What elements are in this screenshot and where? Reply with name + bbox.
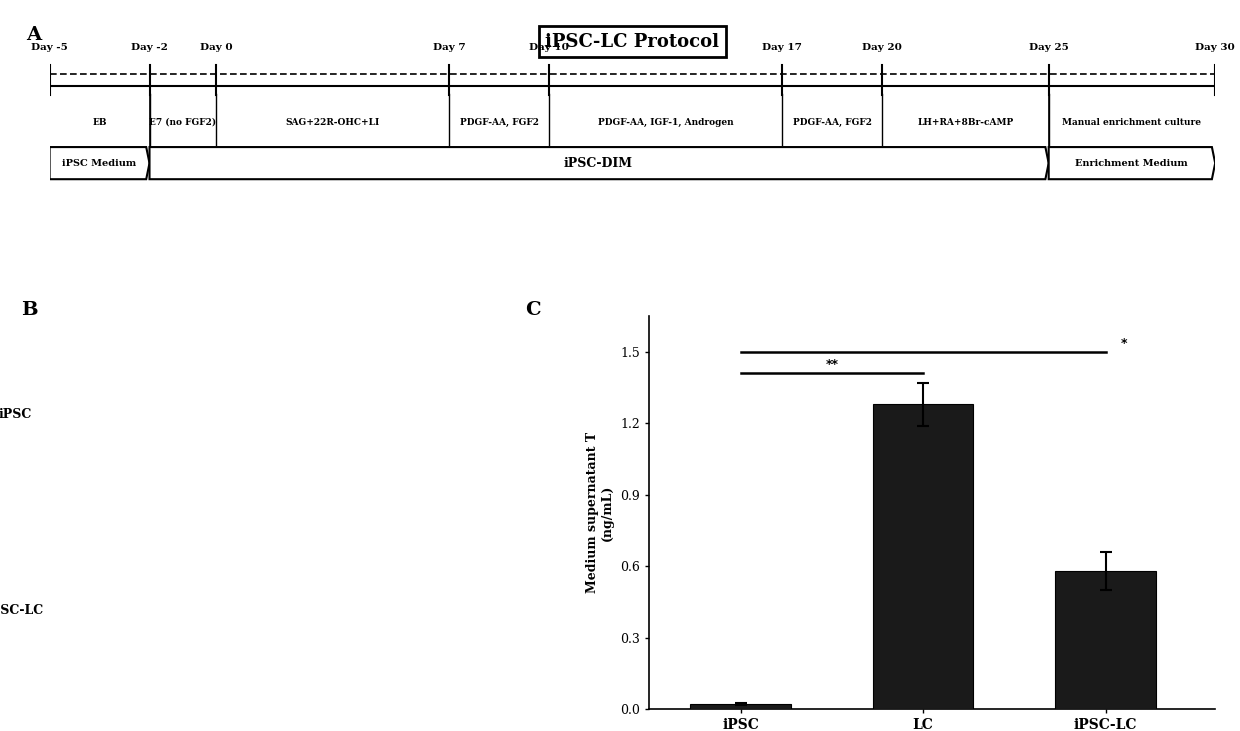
Text: iPSC-LC Protocol: iPSC-LC Protocol bbox=[546, 33, 719, 51]
Text: Day -2: Day -2 bbox=[131, 43, 167, 53]
Text: Day 20: Day 20 bbox=[862, 43, 903, 53]
Bar bbox=[1055, 571, 1156, 709]
Text: PDGF-AA, IGF-1, Androgen: PDGF-AA, IGF-1, Androgen bbox=[598, 118, 734, 126]
Text: PDGF-AA, FGF2: PDGF-AA, FGF2 bbox=[792, 118, 872, 126]
Text: iPSC-DIM: iPSC-DIM bbox=[564, 156, 632, 170]
Text: iPSC-LC: iPSC-LC bbox=[0, 605, 45, 618]
Text: Manual enrichment culture: Manual enrichment culture bbox=[1063, 118, 1202, 126]
Text: *: * bbox=[1120, 337, 1127, 349]
Text: Day 25: Day 25 bbox=[1029, 43, 1069, 53]
Text: LH+RA+8Br-cAMP: LH+RA+8Br-cAMP bbox=[918, 118, 1013, 126]
Text: Enrichment Medium: Enrichment Medium bbox=[1075, 159, 1188, 167]
Polygon shape bbox=[150, 147, 1049, 179]
Text: iPSC: iPSC bbox=[0, 408, 32, 421]
Text: Day 7: Day 7 bbox=[433, 43, 465, 53]
Text: SAG+22R-OHC+LI: SAG+22R-OHC+LI bbox=[285, 118, 379, 126]
Text: PDGF-AA, FGF2: PDGF-AA, FGF2 bbox=[460, 118, 538, 126]
Text: Day -5: Day -5 bbox=[31, 43, 68, 53]
Text: Day 0: Day 0 bbox=[200, 43, 232, 53]
Bar bbox=[691, 704, 791, 709]
Y-axis label: Medium supernatant T
(ng/mL): Medium supernatant T (ng/mL) bbox=[585, 432, 614, 594]
Text: EB: EB bbox=[92, 118, 107, 126]
Text: **: ** bbox=[826, 358, 838, 371]
Polygon shape bbox=[1049, 147, 1215, 179]
Text: E7 (no FGF2): E7 (no FGF2) bbox=[149, 118, 216, 126]
Text: iPSC Medium: iPSC Medium bbox=[62, 159, 136, 167]
Text: C: C bbox=[525, 300, 541, 319]
Text: Day 30: Day 30 bbox=[1195, 43, 1235, 53]
Text: Day 10: Day 10 bbox=[529, 43, 569, 53]
Text: Day 17: Day 17 bbox=[763, 43, 802, 53]
Text: A: A bbox=[26, 26, 41, 44]
Bar bbox=[873, 404, 973, 709]
Polygon shape bbox=[50, 147, 150, 179]
Text: B: B bbox=[21, 300, 38, 319]
